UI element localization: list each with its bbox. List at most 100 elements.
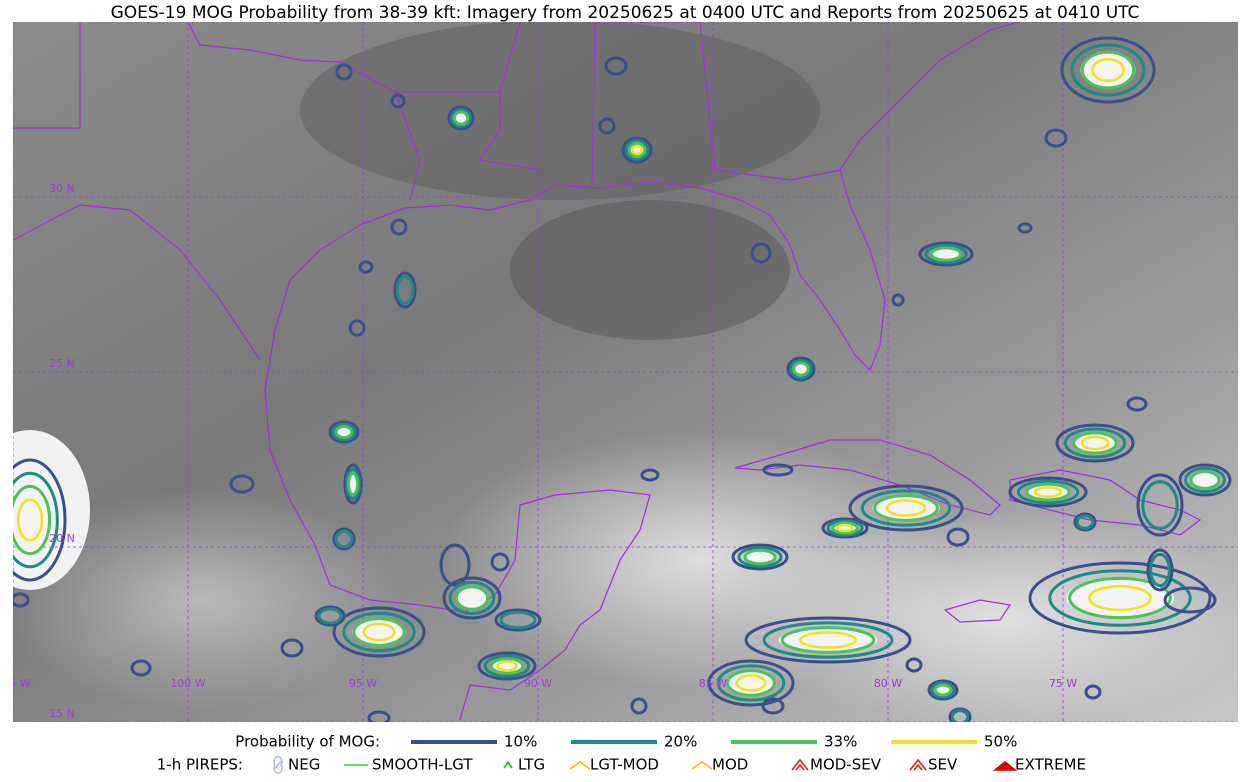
contour	[761, 697, 785, 715]
contour	[1075, 514, 1095, 530]
pirep-label: NEG	[288, 756, 320, 774]
contour	[345, 467, 361, 501]
contour	[950, 709, 970, 722]
contour	[762, 621, 894, 659]
contour	[1080, 50, 1136, 90]
contour	[1141, 480, 1179, 530]
cloud-core	[1025, 484, 1071, 500]
longitude-label: 95 W	[349, 677, 377, 690]
legend-title: Probability of MOG:	[235, 733, 380, 751]
contour	[1017, 222, 1033, 234]
graticule	[13, 22, 1238, 722]
latitude-label: 25 N	[49, 357, 75, 370]
contour	[13, 458, 67, 582]
contour	[452, 110, 470, 126]
contour	[1080, 435, 1110, 451]
contour	[1055, 423, 1135, 463]
contour	[496, 660, 518, 672]
contour	[367, 710, 391, 722]
legend-title: 1-h PIREPS:	[157, 756, 243, 774]
contour	[716, 664, 786, 702]
contour	[848, 484, 964, 532]
contour	[347, 471, 359, 497]
contour	[1088, 584, 1152, 612]
cloud-core	[872, 495, 940, 521]
contour	[130, 659, 152, 677]
latitude-label: 20 N	[49, 532, 75, 545]
cloud-core	[455, 587, 489, 609]
cloud-core	[453, 111, 469, 125]
contour	[918, 241, 974, 267]
contour	[1025, 482, 1071, 502]
cloud-core	[1072, 433, 1118, 453]
contour	[393, 271, 417, 309]
cloud-core	[743, 550, 777, 564]
contour	[332, 527, 356, 551]
longitude-label: 80 W	[874, 677, 902, 690]
contour	[395, 275, 415, 305]
contour	[1008, 476, 1088, 508]
contour	[1178, 463, 1232, 497]
contour	[735, 674, 767, 692]
contour	[229, 474, 255, 494]
contour	[390, 93, 406, 109]
pirep-icon	[569, 761, 591, 770]
cloud-core	[930, 247, 962, 261]
pirep-icon	[791, 758, 809, 771]
contour	[873, 494, 939, 522]
cloud-core	[793, 362, 809, 376]
contour	[737, 546, 783, 568]
cloud-core	[934, 685, 952, 695]
contour	[489, 657, 525, 675]
contour	[1084, 684, 1102, 700]
contour	[13, 484, 52, 556]
cloud-core	[1190, 471, 1220, 489]
cloud-core	[1066, 578, 1174, 618]
contour	[836, 523, 854, 533]
contour	[798, 631, 858, 649]
pirep-icon	[273, 755, 283, 775]
contour	[494, 608, 542, 632]
contour	[1063, 427, 1127, 459]
contour	[762, 463, 794, 477]
contour	[450, 107, 472, 129]
graticule-labels: 105 W 100 W 95 W 90 W 85 W 80 W 75 W 30 N 25 N 20…	[13, 182, 1077, 720]
contour	[725, 669, 777, 697]
contour	[390, 218, 408, 236]
contour	[1048, 569, 1192, 627]
legend-label: 33%	[824, 733, 857, 751]
contour	[1072, 431, 1118, 455]
contour	[929, 246, 963, 262]
contour	[927, 679, 959, 701]
contour	[621, 136, 653, 164]
contour	[640, 468, 660, 482]
contour	[826, 519, 864, 537]
contour	[448, 580, 496, 616]
contour	[1146, 548, 1174, 592]
contour	[598, 117, 616, 135]
contour	[1073, 512, 1097, 532]
pirep-label: EXTREME	[1015, 756, 1086, 774]
legend: Probability of MOG: 10% 20% 33% 50% 1-h PIREP…	[157, 733, 1086, 775]
longitude-label: 75 W	[1049, 677, 1077, 690]
cloud-core	[725, 670, 777, 696]
contour	[860, 489, 952, 527]
dark-region	[510, 200, 790, 340]
contour	[331, 422, 357, 442]
contour	[930, 681, 956, 699]
pirep-icon	[909, 758, 927, 771]
cloud-core	[1080, 52, 1136, 88]
map: 105 W 100 W 95 W 90 W 85 W 80 W 75 W 30 N 25 N 20…	[13, 22, 1238, 722]
contour	[630, 697, 648, 715]
contour	[1060, 36, 1156, 104]
contour	[946, 527, 970, 547]
contour	[933, 683, 953, 697]
longitude-label: 85 W	[699, 677, 727, 690]
contour	[731, 543, 789, 571]
contour	[334, 529, 354, 549]
probability-contours	[13, 36, 1232, 722]
contour	[439, 543, 471, 587]
contour	[744, 616, 912, 664]
dark-region	[300, 22, 820, 200]
